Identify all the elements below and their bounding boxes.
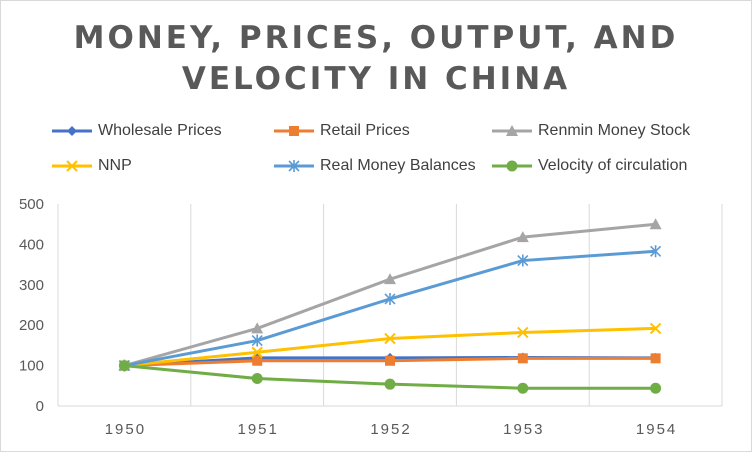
x-tick-label: 1953 — [503, 421, 544, 438]
series-retail-prices — [119, 353, 661, 371]
legend-label: Velocity of circulation — [538, 157, 688, 174]
legend-swatch — [52, 126, 92, 136]
data-point — [517, 353, 528, 364]
chart-title-line-2: VELOCITY IN CHINA — [181, 61, 571, 97]
data-point — [251, 373, 263, 385]
legend-item: Velocity of circulation — [490, 155, 687, 177]
legend-label: Wholesale Prices — [98, 122, 222, 139]
data-point — [384, 273, 396, 285]
series-line — [124, 249, 656, 368]
legend-label: NNP — [98, 157, 132, 174]
data-point — [649, 218, 662, 230]
x-tick-label: 1950 — [105, 421, 146, 438]
data-point — [384, 292, 396, 305]
x-tick-label: 1951 — [238, 421, 279, 438]
data-point — [384, 378, 396, 390]
y-tick-label: 400 — [19, 236, 44, 253]
legend-label: Real Money Balances — [320, 157, 476, 174]
data-point — [251, 322, 264, 334]
data-point — [252, 355, 263, 366]
chart-title-line-1: MONEY, PRICES, OUTPUT, AND — [73, 20, 679, 56]
x-tick-label: 1954 — [636, 421, 677, 438]
data-point — [650, 382, 662, 394]
legend-label: Renmin Money Stock — [538, 122, 691, 139]
data-point — [516, 231, 529, 243]
data-point — [649, 322, 662, 335]
y-tick-label: 500 — [19, 196, 44, 213]
legend-swatch — [274, 160, 314, 172]
data-point — [251, 334, 263, 347]
series-real-money-balances — [118, 245, 662, 372]
y-tick-label: 300 — [19, 277, 44, 294]
legend-swatch — [52, 160, 92, 172]
y-tick-label: 100 — [19, 358, 44, 375]
data-point — [118, 360, 130, 372]
legend-swatch — [274, 126, 314, 136]
legend-swatch — [492, 160, 532, 172]
data-point — [251, 346, 263, 358]
legend-item: Retail Prices — [272, 120, 410, 142]
data-point — [650, 353, 661, 364]
legend-item: Renmin Money Stock — [490, 120, 690, 142]
data-point — [650, 245, 662, 258]
y-tick-label: 200 — [19, 317, 44, 334]
legend-item: NNP — [50, 155, 132, 177]
legend-swatch — [492, 125, 532, 136]
vertical-gridlines — [190, 204, 590, 406]
data-point — [517, 382, 529, 394]
data-point — [517, 254, 529, 267]
legend-item: Wholesale Prices — [50, 120, 222, 142]
data-point — [517, 326, 529, 339]
legend-label: Retail Prices — [320, 122, 410, 139]
series-velocity-of-circulation — [118, 360, 662, 394]
x-tick-label: 1952 — [370, 421, 411, 438]
y-tick-label: 0 — [36, 398, 44, 415]
data-point — [385, 355, 395, 366]
series-renmin-money-stock — [118, 218, 662, 371]
legend-item: Real Money Balances — [272, 155, 476, 177]
data-point — [384, 332, 396, 345]
